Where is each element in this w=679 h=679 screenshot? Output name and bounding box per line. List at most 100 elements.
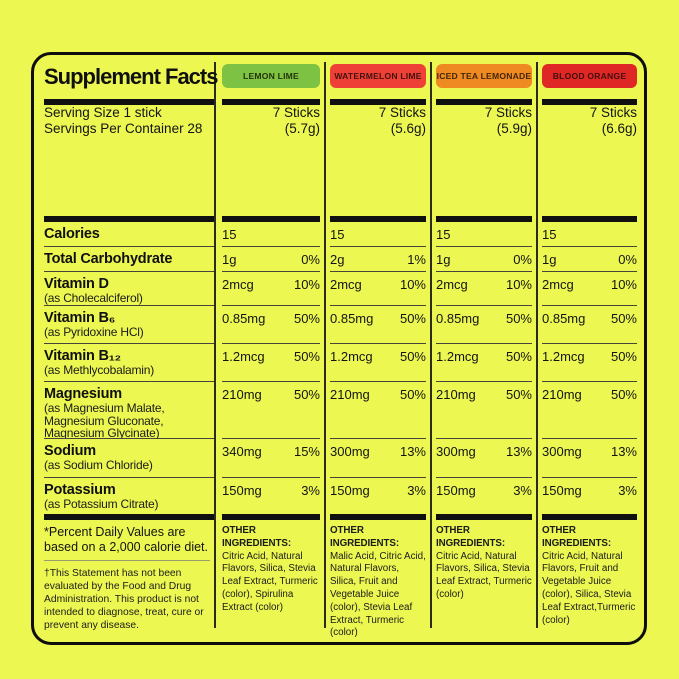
amount-text: 1.2mcg	[436, 349, 479, 364]
amount-text: 1.2mcg	[542, 349, 585, 364]
value-cell: 300mg 13%	[436, 439, 532, 478]
value-cell: 1.2mcg 50%	[436, 344, 532, 382]
amount-text: 300mg	[542, 444, 582, 459]
daily-value-text: 13%	[399, 444, 426, 459]
other-ingredients-lemon-lime: OTHER INGREDIENTS: Citric Acid, Natural …	[222, 525, 320, 615]
daily-value-text: 3%	[301, 483, 320, 498]
value-cell: 15	[436, 222, 532, 247]
value-cell: 2mcg 10%	[330, 272, 426, 306]
value-cell: 1g 0%	[222, 247, 320, 272]
serving-info: Serving Size 1 stick Servings Per Contai…	[44, 105, 214, 136]
sticks-weight: (6.6g)	[601, 120, 637, 136]
amount-text: 15	[542, 227, 557, 242]
amount-text: 150mg	[222, 483, 262, 498]
sticks-weight: (5.6g)	[390, 120, 426, 136]
serving-amount: 7 Sticks (6.6g)	[542, 105, 637, 136]
daily-value-text: 10%	[399, 277, 426, 292]
amount-text: 2mcg	[436, 277, 468, 292]
daily-value-text: 50%	[610, 387, 637, 402]
daily-value-text: 3%	[513, 483, 532, 498]
nutrient-row: Magnesium (as Magnesium Malate, Magnesiu…	[44, 382, 214, 439]
amount-text: 0.85mg	[542, 311, 586, 326]
daily-value-text: 50%	[293, 387, 320, 402]
header-rule	[222, 99, 320, 105]
other-ingredients-blood-orange: OTHER INGREDIENTS: Citric Acid, Natural …	[542, 525, 637, 627]
value-cell: 1g 0%	[542, 247, 637, 272]
sticks-weight: (5.9g)	[496, 120, 532, 136]
daily-value-text: 1%	[407, 252, 426, 267]
panel-title: Supplement Facts	[44, 64, 218, 89]
daily-value-text: 10%	[505, 277, 532, 292]
daily-value-text: 50%	[399, 311, 426, 326]
value-cell: 340mg 15%	[222, 439, 320, 478]
amount-text: 150mg	[542, 483, 582, 498]
value-cell: 300mg 13%	[330, 439, 426, 478]
amount-text: 210mg	[542, 387, 582, 402]
nutrient-name-column: Calories Total Carbohydrate Vitamin D (a…	[44, 222, 214, 514]
value-cell: 210mg 50%	[436, 382, 532, 439]
daily-value-text: 50%	[399, 387, 426, 402]
amount-text: 210mg	[222, 387, 262, 402]
value-cell: 0.85mg 50%	[436, 306, 532, 344]
amount-text: 150mg	[330, 483, 370, 498]
flavor-badge-blood-orange: BLOOD ORANGE	[542, 64, 637, 88]
nutrient-source: (as Pyridoxine HCl)	[44, 325, 144, 339]
amount-text: 210mg	[330, 387, 370, 402]
serving-amount: 7 Sticks (5.9g)	[436, 105, 532, 136]
footer-rule	[436, 514, 532, 520]
nutrient-row: Vitamin B₁₂ (as Methlycobalamin)	[44, 344, 214, 382]
value-cell: 210mg 50%	[542, 382, 637, 439]
daily-value-text: 50%	[399, 349, 426, 364]
amount-text: 340mg	[222, 444, 262, 459]
value-cell: 1.2mcg 50%	[222, 344, 320, 382]
amount-text: 0.85mg	[330, 311, 374, 326]
nutrient-name: Total Carbohydrate	[44, 251, 173, 267]
nutrient-name: Magnesium	[44, 386, 122, 402]
daily-value-text: 15%	[293, 444, 320, 459]
footer-rule	[330, 514, 426, 520]
footer-rule	[222, 514, 320, 520]
amount-text: 1.2mcg	[330, 349, 373, 364]
value-cell: 15	[330, 222, 426, 247]
other-ingredients-heading: OTHER INGREDIENTS:	[222, 525, 292, 549]
header-rule	[542, 99, 637, 105]
serving-amount: 7 Sticks (5.6g)	[330, 105, 426, 136]
nutrient-name: Vitamin D	[44, 276, 109, 292]
nutrient-name: Vitamin B₁₂	[44, 348, 121, 364]
daily-value-text: 13%	[610, 444, 637, 459]
amount-text: 15	[330, 227, 345, 242]
value-cell: 2mcg 10%	[222, 272, 320, 306]
daily-value-text: 0%	[513, 252, 532, 267]
column-divider	[214, 62, 216, 628]
value-cell: 150mg 3%	[436, 478, 532, 514]
daily-value-text: 50%	[505, 311, 532, 326]
nutrient-source: (as Cholecalciferol)	[44, 291, 143, 305]
sticks-weight: (5.7g)	[284, 120, 320, 136]
column-divider	[430, 62, 432, 628]
other-ingredients-heading: OTHER INGREDIENTS:	[542, 525, 612, 549]
section-rule	[542, 216, 637, 222]
value-cell: 210mg 50%	[222, 382, 320, 439]
value-cell: 150mg 3%	[330, 478, 426, 514]
serving-amount: 7 Sticks (5.7g)	[222, 105, 320, 136]
servings-per-container: Servings Per Container 28	[44, 120, 203, 136]
value-cell: 150mg 3%	[222, 478, 320, 514]
values-column-blood-orange: 15 1g 0% 2mcg 10% 0.85mg 50% 1.2mcg 50% 210m…	[542, 222, 637, 514]
amount-text: 210mg	[436, 387, 476, 402]
amount-text: 1.2mcg	[222, 349, 265, 364]
footer-rule	[542, 514, 637, 520]
other-ingredients-watermelon-lime: OTHER INGREDIENTS: Malic Acid, Citric Ac…	[330, 525, 426, 640]
daily-value-text: 0%	[618, 252, 637, 267]
value-cell: 2g 1%	[330, 247, 426, 272]
supplement-facts-panel: Supplement Facts LEMON LIME WATERMELON L…	[31, 52, 647, 645]
flavor-badge-iced-tea-lemonade: ICED TEA LEMONADE	[436, 64, 532, 88]
other-ingredients-text: Citric Acid, Natural Flavors, Silica, St…	[222, 550, 318, 613]
sticks-count: 7 Sticks	[378, 105, 426, 120]
values-column-lemon-lime: 15 1g 0% 2mcg 10% 0.85mg 50% 1.2mcg 50% 210m…	[222, 222, 320, 514]
nutrient-row: Potassium (as Potassium Citrate)	[44, 478, 214, 514]
daily-value-text: 50%	[293, 311, 320, 326]
amount-text: 150mg	[436, 483, 476, 498]
value-cell: 1g 0%	[436, 247, 532, 272]
section-rule	[436, 216, 532, 222]
sticks-count: 7 Sticks	[589, 105, 637, 120]
